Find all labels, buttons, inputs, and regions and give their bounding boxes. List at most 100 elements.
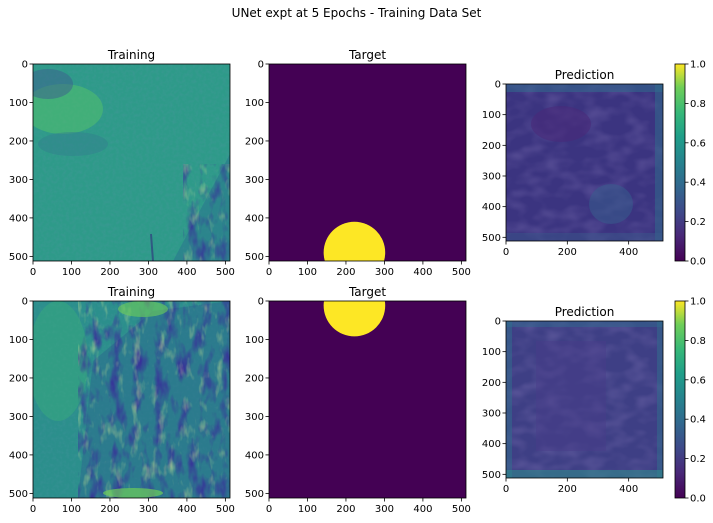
panel-title-prediction-2: Prediction (555, 305, 615, 319)
target-mask-circle (323, 221, 386, 261)
y-tick-label: 500 (482, 233, 501, 244)
panel-title-training-2: Training (107, 285, 155, 299)
prediction-image-2 (506, 321, 663, 478)
colorbar-tick-label: 0.0 (690, 494, 706, 505)
y-tick-label: 500 (245, 252, 264, 263)
x-tick-label: 0 (266, 504, 272, 515)
y-tick-label: 100 (482, 347, 501, 358)
y-tick-label: 200 (482, 141, 501, 152)
y-axis-ticks-1-1: 0 100 200 300 400 500 (9, 60, 33, 263)
y-axis-ticks-2-2: 0 100 200 300 400 500 (245, 297, 269, 500)
colorbar-tick-label: 0.0 (690, 257, 706, 268)
x-tick-label: 200 (336, 504, 355, 515)
x-tick-label: 500 (452, 504, 471, 515)
colorbar-tick-label: 1.0 (690, 60, 706, 71)
y-tick-label: 400 (245, 450, 264, 461)
x-tick-label: 100 (62, 504, 81, 515)
colorbar-tick-label: 1.0 (690, 297, 706, 308)
x-axis-ticks-2-3: 0 200 400 (503, 478, 638, 495)
training-image-1 (33, 64, 230, 261)
y-tick-label: 400 (9, 213, 28, 224)
target-image-2 (269, 301, 466, 498)
target-mask-circle (323, 301, 386, 337)
y-tick-label: 100 (482, 110, 501, 121)
y-tick-label: 300 (9, 412, 28, 423)
x-tick-label: 400 (619, 247, 638, 258)
y-tick-label: 0 (495, 317, 501, 328)
x-axis-ticks-1-3: 0 200 400 (503, 241, 638, 258)
x-tick-label: 200 (336, 267, 355, 278)
panel-target-1: Target 0 100 200 300 400 500 0 100 200 300 400 500 (245, 48, 471, 278)
panel-title-target-1: Target (348, 48, 386, 62)
y-tick-label: 400 (482, 202, 501, 213)
y-tick-label: 100 (245, 335, 264, 346)
y-axis-ticks-2-3: 0 100 200 300 400 500 (482, 317, 506, 481)
colorbar-tick-label: 0.4 (690, 415, 706, 426)
x-tick-label: 200 (100, 267, 119, 278)
y-tick-label: 500 (9, 489, 28, 500)
y-axis-ticks-2-1: 0 100 200 300 400 500 (9, 297, 33, 500)
panel-training-2: Training 0 100 200 300 400 500 0 100 200 300 400 5… (9, 285, 235, 515)
colorbar-tick-label: 0.8 (690, 99, 706, 110)
x-tick-label: 300 (375, 504, 394, 515)
x-tick-label: 0 (30, 504, 36, 515)
y-tick-label: 300 (9, 175, 28, 186)
y-tick-label: 300 (245, 175, 264, 186)
x-tick-label: 400 (413, 267, 432, 278)
x-tick-label: 200 (558, 484, 577, 495)
y-tick-label: 500 (9, 252, 28, 263)
y-tick-label: 400 (245, 213, 264, 224)
y-tick-label: 500 (245, 489, 264, 500)
y-tick-label: 0 (258, 60, 264, 71)
x-tick-label: 200 (100, 504, 119, 515)
colorbar-ticks-1: 0.0 0.2 0.4 0.6 0.8 1.0 (685, 60, 706, 268)
panel-title-prediction-1: Prediction (555, 68, 615, 82)
colorbar-tick-label: 0.8 (690, 336, 706, 347)
x-axis-ticks-1-1: 0 100 200 300 400 500 (30, 261, 235, 278)
colorbar-ticks-2: 0.0 0.2 0.4 0.6 0.8 1.0 (685, 297, 706, 505)
y-tick-label: 300 (482, 408, 501, 419)
y-tick-label: 300 (245, 412, 264, 423)
y-tick-label: 0 (258, 297, 264, 308)
colorbar-tick-label: 0.4 (690, 178, 706, 189)
x-tick-label: 400 (413, 504, 432, 515)
colorbar-tick-label: 0.6 (690, 138, 706, 149)
x-tick-label: 400 (619, 484, 638, 495)
x-axis-ticks-1-2: 0 100 200 300 400 500 (266, 261, 471, 278)
x-tick-label: 400 (177, 504, 196, 515)
panel-title-target-2: Target (348, 285, 386, 299)
y-tick-label: 100 (245, 98, 264, 109)
x-tick-label: 0 (266, 267, 272, 278)
y-tick-label: 100 (9, 98, 28, 109)
x-tick-label: 400 (177, 267, 196, 278)
y-tick-label: 200 (245, 373, 264, 384)
x-tick-label: 300 (139, 504, 158, 515)
colorbar-tick-label: 0.2 (690, 217, 706, 228)
colorbar-tick-label: 0.2 (690, 454, 706, 465)
x-tick-label: 200 (558, 247, 577, 258)
training-image-2 (33, 301, 230, 498)
x-tick-label: 0 (503, 484, 509, 495)
x-tick-label: 0 (30, 267, 36, 278)
y-tick-label: 300 (482, 171, 501, 182)
x-axis-ticks-2-1: 0 100 200 300 400 500 (30, 498, 235, 515)
y-tick-label: 400 (482, 439, 501, 450)
y-tick-label: 0 (495, 80, 501, 91)
x-tick-label: 100 (298, 267, 317, 278)
panel-target-2: Target 0 100 200 300 400 500 0 100 200 300 400 500 (245, 285, 471, 515)
y-tick-label: 400 (9, 450, 28, 461)
colorbar-tick-label: 0.6 (690, 375, 706, 386)
y-tick-label: 0 (22, 60, 28, 71)
y-tick-label: 200 (482, 378, 501, 389)
x-tick-label: 500 (216, 504, 235, 515)
y-tick-label: 500 (482, 470, 501, 481)
y-tick-label: 100 (9, 335, 28, 346)
x-tick-label: 100 (298, 504, 317, 515)
y-tick-label: 200 (245, 136, 264, 147)
prediction-image-1 (506, 84, 663, 241)
x-tick-label: 300 (375, 267, 394, 278)
y-axis-ticks-1-2: 0 100 200 300 400 500 (245, 60, 269, 263)
